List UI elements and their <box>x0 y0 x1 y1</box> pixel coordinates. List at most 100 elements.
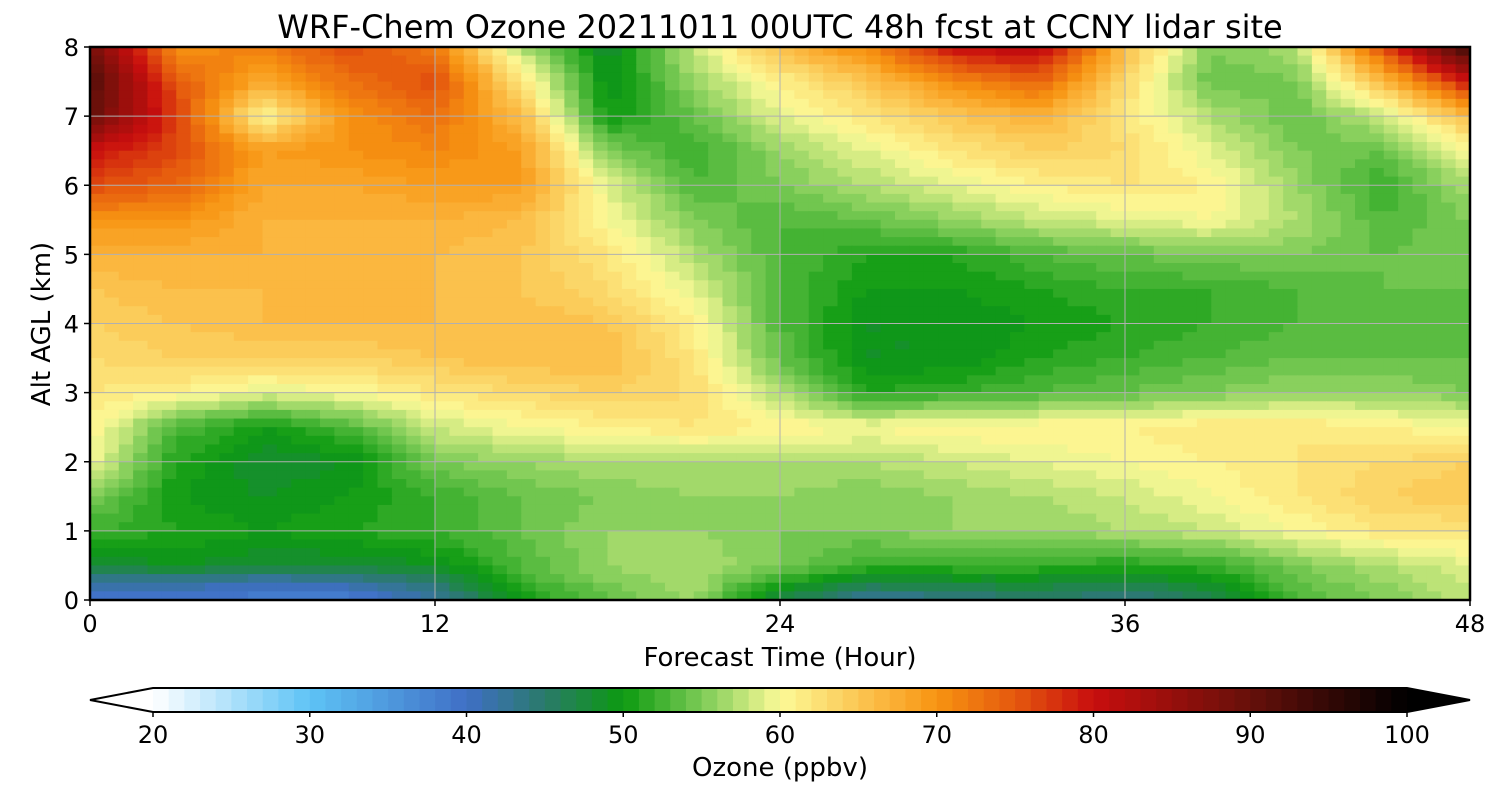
heatmap-cell <box>693 288 709 299</box>
heatmap-cell <box>478 254 494 264</box>
heatmap-cell <box>1426 280 1442 290</box>
heatmap-cell <box>995 211 1011 221</box>
heatmap-cell <box>1225 228 1241 238</box>
heatmap-cell <box>1110 314 1126 325</box>
heatmap-cell <box>765 142 781 152</box>
heatmap-cell <box>1398 81 1414 91</box>
heatmap-cell <box>521 142 537 152</box>
heatmap-cell <box>1398 358 1414 368</box>
heatmap-cell <box>1024 323 1040 333</box>
heatmap-cell <box>435 81 450 91</box>
heatmap-cell <box>449 383 465 394</box>
heatmap-cell <box>90 418 105 428</box>
heatmap-cell <box>334 193 350 204</box>
heatmap-cell <box>1125 409 1140 420</box>
heatmap-cell <box>866 72 882 83</box>
heatmap-cell <box>665 64 680 74</box>
heatmap-cell <box>190 219 206 230</box>
heatmap-cell <box>794 237 810 247</box>
heatmap-cell <box>938 461 954 471</box>
heatmap-cell <box>1125 47 1140 57</box>
heatmap-cell <box>1053 193 1069 204</box>
heatmap-cell <box>564 72 580 83</box>
heatmap-cell <box>363 107 379 117</box>
heatmap-cell <box>161 245 177 255</box>
heatmap-cell <box>334 358 350 368</box>
heatmap-cell <box>981 487 997 497</box>
heatmap-cell <box>938 323 954 333</box>
heatmap-cell <box>233 453 249 463</box>
heatmap-cell <box>550 349 565 359</box>
heatmap-cell <box>938 193 954 204</box>
heatmap-cell <box>966 444 982 454</box>
heatmap-cell <box>1081 107 1097 117</box>
heatmap-cell <box>1139 392 1155 402</box>
heatmap-cell <box>262 98 278 109</box>
heatmap-cell <box>161 55 177 65</box>
heatmap-cell <box>478 228 494 238</box>
heatmap-cell <box>348 107 364 117</box>
heatmap-cell <box>276 124 292 135</box>
heatmap-cell <box>90 496 105 506</box>
heatmap-cell <box>1110 332 1126 342</box>
heatmap-cell <box>320 314 335 325</box>
heatmap-cell <box>334 47 350 57</box>
heatmap-cell <box>1182 64 1198 74</box>
heatmap-cell <box>808 167 824 178</box>
heatmap-cell <box>463 340 479 351</box>
heatmap-cell <box>636 176 652 186</box>
heatmap-cell <box>1110 453 1126 463</box>
heatmap-cell <box>593 271 609 281</box>
heatmap-cell <box>751 167 767 178</box>
heatmap-cell <box>363 98 379 109</box>
heatmap-cell <box>1383 159 1399 169</box>
heatmap-cell <box>190 409 206 420</box>
heatmap-cell <box>1139 133 1155 143</box>
heatmap-cell <box>621 64 637 74</box>
heatmap-cell <box>1067 202 1083 212</box>
heatmap-cell <box>722 409 738 420</box>
heatmap-cell <box>435 254 450 264</box>
heatmap-cell <box>1125 98 1140 109</box>
heatmap-cell <box>621 176 637 186</box>
heatmap-cell <box>147 479 163 489</box>
heatmap-cell <box>1297 116 1313 126</box>
heatmap-cell <box>1139 288 1155 299</box>
heatmap-cell <box>521 185 537 195</box>
heatmap-cell <box>1211 487 1227 497</box>
heatmap-cell <box>1225 263 1241 273</box>
heatmap-cell <box>1153 254 1169 264</box>
heatmap-cell <box>1038 90 1054 100</box>
heatmap-cell <box>1311 116 1327 126</box>
heatmap-cell <box>708 461 724 471</box>
heatmap-cell <box>1240 418 1255 428</box>
heatmap-cell <box>1254 116 1270 126</box>
heatmap-cell <box>521 116 537 126</box>
heatmap-cell <box>564 314 580 325</box>
heatmap-cell <box>607 487 623 497</box>
heatmap-cell <box>1254 167 1270 178</box>
heatmap-cell <box>1081 254 1097 264</box>
heatmap-cell <box>90 219 105 230</box>
heatmap-cell <box>823 185 839 195</box>
heatmap-cell <box>708 219 724 230</box>
heatmap-cell <box>607 332 623 342</box>
heatmap-cell <box>219 55 235 65</box>
heatmap-cell <box>133 271 149 281</box>
heatmap-cell <box>1153 332 1169 342</box>
heatmap-cell <box>966 254 982 264</box>
heatmap-cell <box>1326 219 1342 230</box>
heatmap-cell <box>1225 418 1241 428</box>
heatmap-cell <box>636 383 652 394</box>
heatmap-cell <box>708 366 724 376</box>
heatmap-cell <box>923 211 939 221</box>
heatmap-cell <box>406 349 422 359</box>
heatmap-cell <box>348 418 364 428</box>
heatmap-cell <box>1168 202 1184 212</box>
heatmap-cell <box>981 383 997 394</box>
heatmap-cell <box>276 323 292 333</box>
heatmap-cell <box>1412 461 1428 471</box>
heatmap-cell <box>1240 55 1255 65</box>
heatmap-cell <box>1311 418 1327 428</box>
heatmap-cell <box>248 306 264 316</box>
